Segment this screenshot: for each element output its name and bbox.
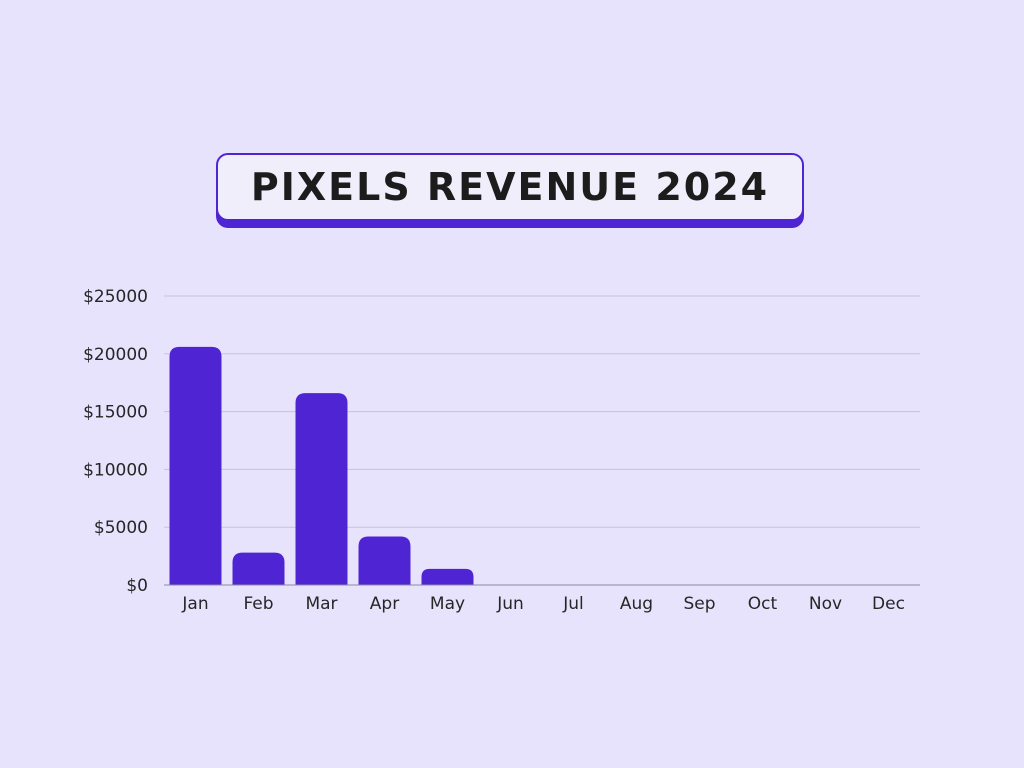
- bars: [169, 346, 474, 585]
- title-box: PIXELS REVENUE 2024: [216, 153, 804, 221]
- x-tick-label: Oct: [748, 594, 778, 614]
- bar-mar: [295, 393, 348, 585]
- y-tick-label: $0: [126, 576, 148, 596]
- y-tick-labels: $0 $5000 $10000 $15000 $20000 $25000: [83, 287, 148, 596]
- y-tick-label: $5000: [94, 518, 148, 538]
- bar-feb: [232, 552, 285, 585]
- x-tick-label: Feb: [243, 594, 273, 614]
- x-tick-label: Apr: [370, 594, 399, 614]
- bar-apr: [358, 536, 411, 585]
- x-tick-label: Aug: [620, 594, 653, 614]
- x-tick-label: Sep: [683, 594, 715, 614]
- bar-may: [421, 568, 474, 585]
- gridlines: [164, 295, 920, 528]
- x-tick-label: Nov: [809, 594, 842, 614]
- x-tick-labels: Jan Feb Mar Apr May Jun Jul Aug Sep Oct Nov Dec: [181, 594, 905, 614]
- bar-jan: [169, 346, 222, 585]
- x-tick-label: Jul: [562, 594, 584, 614]
- x-tick-label: Jun: [496, 594, 524, 614]
- chart-title: PIXELS REVENUE 2024: [250, 165, 770, 209]
- y-tick-label: $20000: [83, 345, 148, 365]
- x-tick-label: Dec: [872, 594, 905, 614]
- y-tick-label: $15000: [83, 403, 148, 423]
- y-tick-label: $25000: [83, 287, 148, 307]
- x-tick-label: Jan: [181, 594, 208, 614]
- x-tick-label: May: [430, 594, 465, 614]
- x-tick-label: Mar: [305, 594, 337, 614]
- y-tick-label: $10000: [83, 460, 148, 480]
